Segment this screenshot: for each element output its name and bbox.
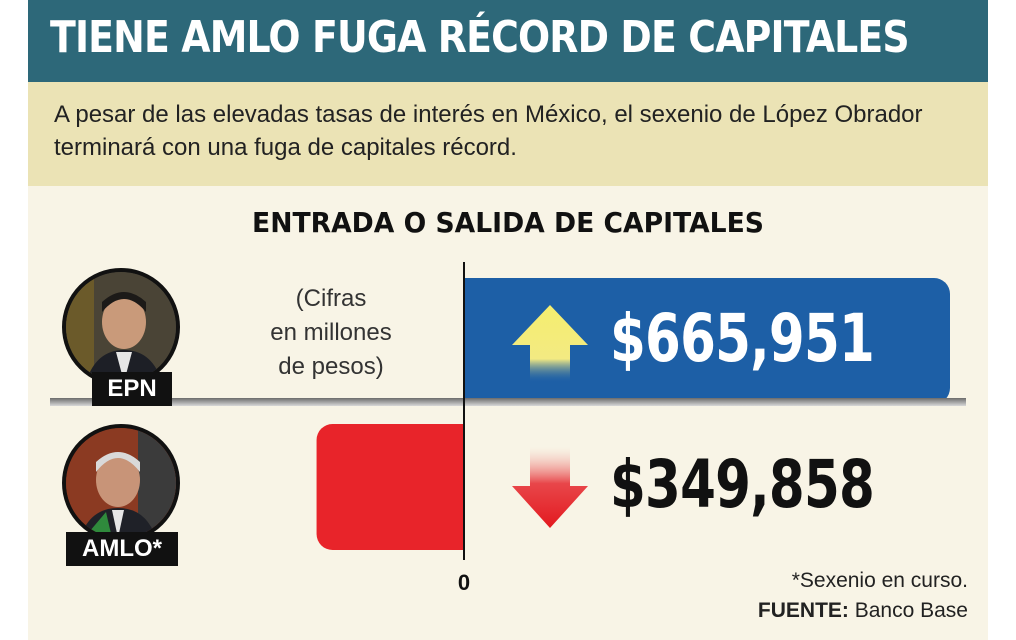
source-line: FUENTE: Banco Base <box>758 596 968 626</box>
header-bar: TIENE AMLO FUGA RÉCORD DE CAPITALES <box>28 0 988 82</box>
row-separator <box>50 398 966 406</box>
bar-positive <box>464 278 950 404</box>
units-note-line: (Cifras <box>295 285 367 312</box>
value-label: $665,951 <box>610 300 875 377</box>
chart-title: ENTRADA O SALIDA DE CAPITALES <box>252 206 764 239</box>
person-icon <box>66 428 176 538</box>
footnote-note: *Sexenio en curso. <box>791 569 968 592</box>
units-note-line: en millones <box>270 319 392 346</box>
source-value: Banco Base <box>848 599 968 622</box>
source-label: FUENTE: <box>757 599 849 622</box>
value-label: $349,858 <box>610 446 875 523</box>
category-label: AMLO* <box>66 532 178 566</box>
category-label: EPN <box>92 372 172 406</box>
bar-edge <box>444 424 464 550</box>
epn-portrait <box>62 268 180 386</box>
up-arrow-icon <box>512 305 588 382</box>
units-note: (Cifras en millones de pesos) <box>266 282 396 384</box>
infographic-card: TIENE AMLO FUGA RÉCORD DE CAPITALES A pe… <box>28 0 988 640</box>
amlo-portrait <box>62 424 180 542</box>
subtitle-panel: A pesar de las elevadas tasas de interés… <box>28 82 988 186</box>
subtitle-text: A pesar de las elevadas tasas de interés… <box>54 101 923 161</box>
page-title: TIENE AMLO FUGA RÉCORD DE CAPITALES <box>50 12 910 63</box>
bar-edge <box>464 278 484 404</box>
x-tick-label: 0 <box>458 570 470 595</box>
footnote: *Sexenio en curso. FUENTE: Banco Base <box>758 566 968 626</box>
bar-negative <box>316 424 464 550</box>
units-note-line: de pesos) <box>278 353 384 380</box>
bar-chart: 0 <box>50 262 966 595</box>
down-arrow-icon <box>512 447 588 528</box>
person-icon <box>66 272 176 382</box>
